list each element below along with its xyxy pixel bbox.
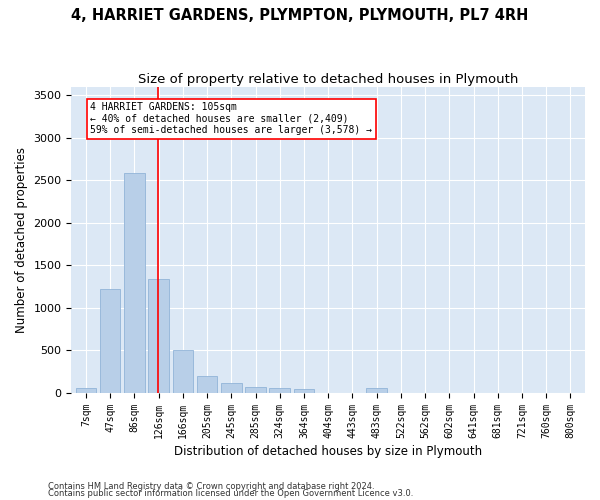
- Text: Contains HM Land Registry data © Crown copyright and database right 2024.: Contains HM Land Registry data © Crown c…: [48, 482, 374, 491]
- X-axis label: Distribution of detached houses by size in Plymouth: Distribution of detached houses by size …: [174, 444, 482, 458]
- Bar: [221, 383, 242, 392]
- Bar: [293, 389, 314, 392]
- Text: Contains public sector information licensed under the Open Government Licence v3: Contains public sector information licen…: [48, 489, 413, 498]
- Bar: [269, 388, 290, 392]
- Text: 4, HARRIET GARDENS, PLYMPTON, PLYMOUTH, PL7 4RH: 4, HARRIET GARDENS, PLYMPTON, PLYMOUTH, …: [71, 8, 529, 22]
- Text: 4 HARRIET GARDENS: 105sqm
← 40% of detached houses are smaller (2,409)
59% of se: 4 HARRIET GARDENS: 105sqm ← 40% of detac…: [90, 102, 372, 135]
- Bar: [245, 388, 266, 392]
- Bar: [197, 376, 217, 392]
- Bar: [100, 289, 121, 393]
- Bar: [148, 278, 169, 392]
- Title: Size of property relative to detached houses in Plymouth: Size of property relative to detached ho…: [138, 72, 518, 86]
- Bar: [124, 174, 145, 392]
- Y-axis label: Number of detached properties: Number of detached properties: [15, 146, 28, 332]
- Bar: [76, 388, 96, 392]
- Bar: [367, 388, 387, 392]
- Bar: [173, 350, 193, 393]
